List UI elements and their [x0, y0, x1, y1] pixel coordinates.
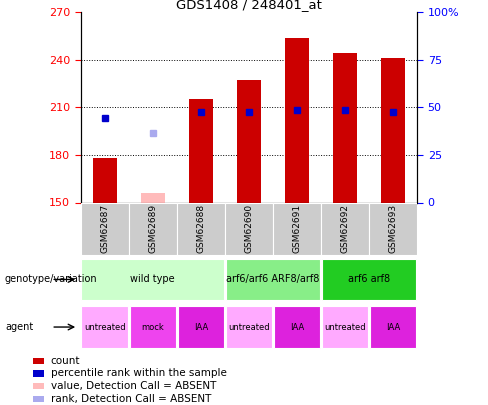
- Text: GSM62688: GSM62688: [196, 204, 205, 254]
- Text: untreated: untreated: [84, 322, 125, 332]
- Text: wild type: wild type: [130, 275, 175, 284]
- Bar: [285, 38, 309, 202]
- Bar: [93, 158, 117, 202]
- Bar: [321, 202, 369, 255]
- Title: GDS1408 / 248401_at: GDS1408 / 248401_at: [176, 0, 322, 11]
- Bar: [274, 306, 320, 348]
- Bar: [33, 383, 44, 389]
- Bar: [369, 202, 417, 255]
- Text: untreated: untreated: [228, 322, 270, 332]
- Bar: [381, 58, 405, 202]
- Bar: [322, 306, 368, 348]
- Text: GSM62689: GSM62689: [148, 204, 157, 254]
- Bar: [33, 370, 44, 377]
- Text: IAA: IAA: [194, 322, 208, 332]
- Text: untreated: untreated: [324, 322, 366, 332]
- Text: GSM62693: GSM62693: [388, 204, 398, 254]
- Bar: [33, 358, 44, 364]
- Text: genotype/variation: genotype/variation: [5, 275, 98, 284]
- Bar: [177, 202, 225, 255]
- Text: IAA: IAA: [386, 322, 400, 332]
- Text: arf6 arf8: arf6 arf8: [348, 275, 390, 284]
- Bar: [225, 202, 273, 255]
- Bar: [189, 99, 213, 202]
- Bar: [130, 306, 176, 348]
- Text: GSM62690: GSM62690: [244, 204, 253, 254]
- Text: percentile rank within the sample: percentile rank within the sample: [51, 369, 226, 378]
- Text: arf6/arf6 ARF8/arf8: arf6/arf6 ARF8/arf8: [226, 275, 320, 284]
- Text: GSM62687: GSM62687: [100, 204, 109, 254]
- Bar: [237, 80, 261, 202]
- Bar: [333, 53, 357, 202]
- Bar: [81, 259, 224, 300]
- Bar: [178, 306, 224, 348]
- Text: count: count: [51, 356, 80, 366]
- Bar: [226, 306, 272, 348]
- Bar: [322, 259, 416, 300]
- Text: GSM62691: GSM62691: [292, 204, 302, 254]
- Bar: [81, 306, 128, 348]
- Bar: [370, 306, 416, 348]
- Bar: [81, 202, 129, 255]
- Bar: [141, 193, 165, 202]
- Bar: [33, 396, 44, 402]
- Text: IAA: IAA: [290, 322, 304, 332]
- Text: rank, Detection Call = ABSENT: rank, Detection Call = ABSENT: [51, 394, 211, 404]
- Text: mock: mock: [142, 322, 164, 332]
- Text: agent: agent: [5, 322, 33, 332]
- Bar: [226, 259, 320, 300]
- Bar: [129, 202, 177, 255]
- Text: GSM62692: GSM62692: [341, 205, 349, 253]
- Bar: [273, 202, 321, 255]
- Text: value, Detection Call = ABSENT: value, Detection Call = ABSENT: [51, 381, 216, 391]
